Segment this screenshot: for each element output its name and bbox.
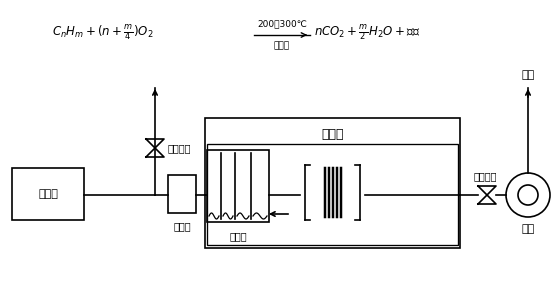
Text: 200－300℃: 200－300℃ [257, 19, 307, 29]
Text: $nCO_2+\frac{m}{2}H_2O+$热量: $nCO_2+\frac{m}{2}H_2O+$热量 [314, 23, 420, 42]
Bar [207, 144, 458, 245]
Text: 催化室: 催化室 [321, 127, 344, 140]
Bar [205, 118, 460, 248]
Bar [12, 168, 84, 220]
Bar [168, 175, 196, 213]
Text: $C_nH_m+(n+\frac{m}{4})O_2$: $C_nH_m+(n+\frac{m}{4})O_2$ [52, 23, 153, 42]
Text: 催化剂: 催化剂 [274, 42, 290, 51]
Text: 换热器: 换热器 [229, 231, 247, 241]
Text: 排放: 排放 [521, 70, 535, 80]
Text: 排空阀门: 排空阀门 [168, 143, 191, 153]
Bar [207, 150, 269, 222]
Text: 排空阀门: 排空阀门 [473, 171, 497, 181]
Text: 风机: 风机 [521, 224, 535, 234]
Text: 阻火器: 阻火器 [173, 221, 191, 231]
Text: 废气源: 废气源 [38, 189, 58, 199]
